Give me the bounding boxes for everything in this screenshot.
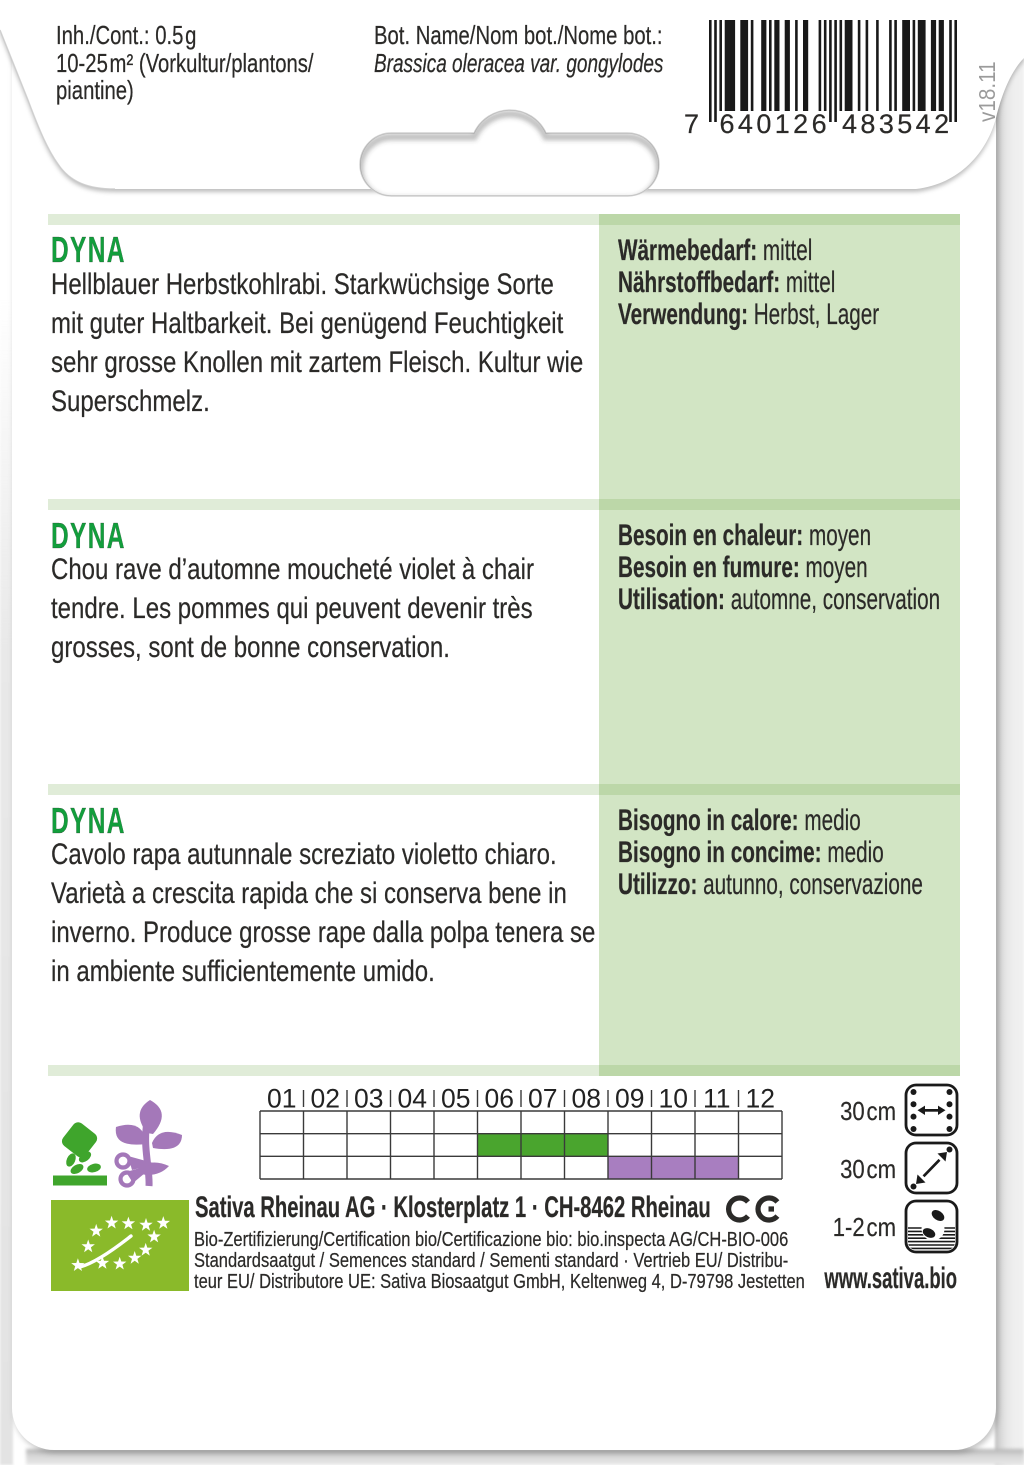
svg-text:11: 11 <box>703 1084 731 1114</box>
svg-text:01: 01 <box>267 1084 296 1114</box>
svg-text:08: 08 <box>571 1084 600 1114</box>
svg-text:12: 12 <box>745 1084 774 1114</box>
svg-text:04: 04 <box>397 1084 426 1114</box>
svg-text:07: 07 <box>528 1084 557 1114</box>
svg-text:03: 03 <box>354 1084 383 1114</box>
svg-text:06: 06 <box>484 1084 513 1114</box>
svg-text:09: 09 <box>615 1084 644 1114</box>
svg-text:05: 05 <box>441 1084 470 1114</box>
svg-text:10: 10 <box>658 1084 687 1114</box>
svg-text:02: 02 <box>310 1084 339 1114</box>
